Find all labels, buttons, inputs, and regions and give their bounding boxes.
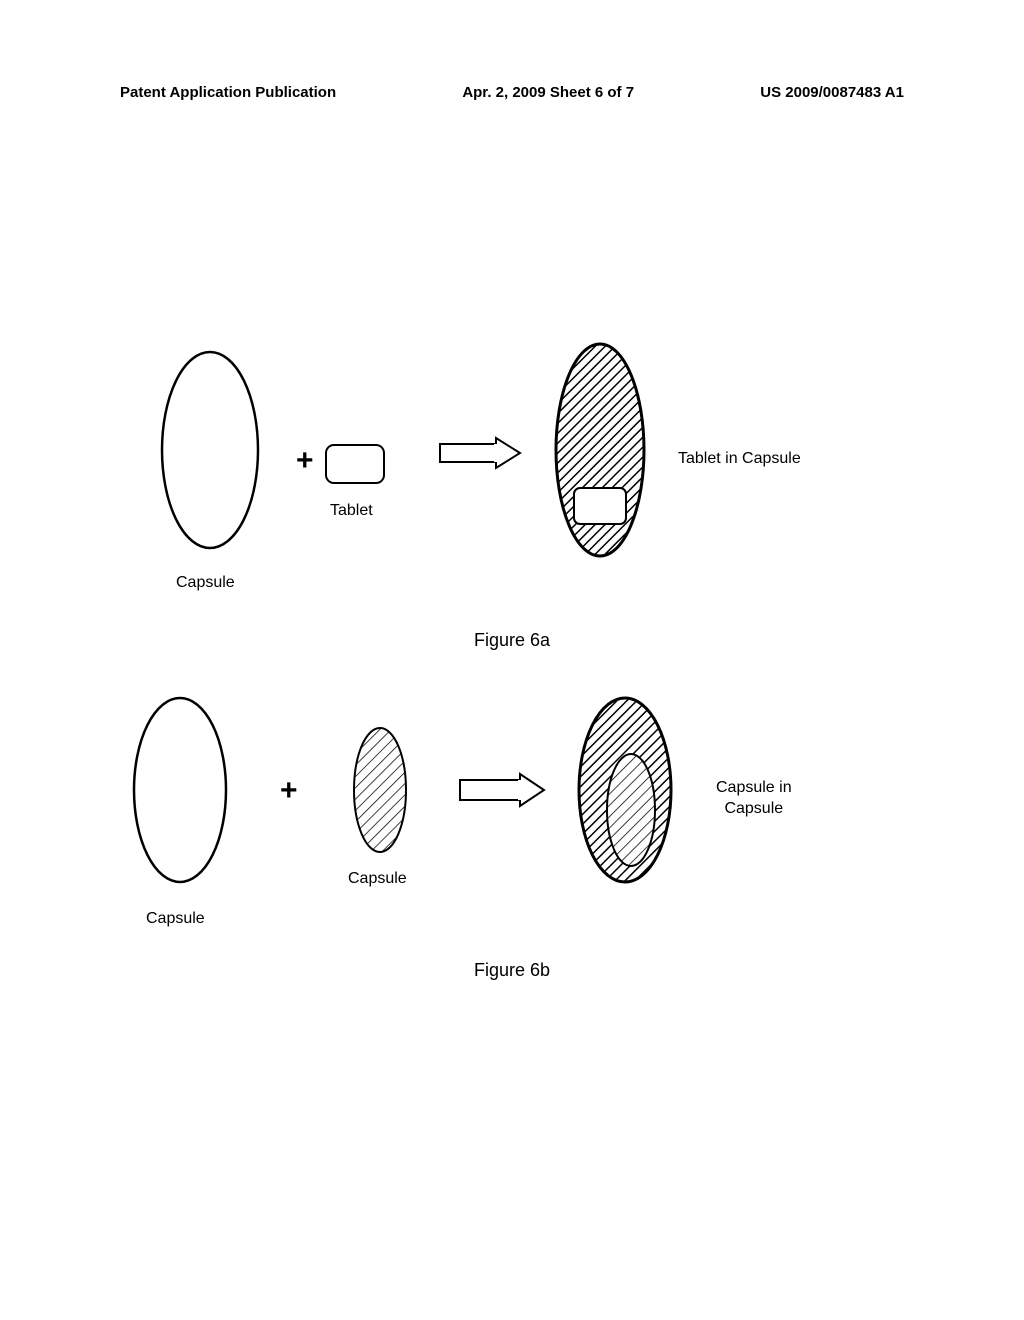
fig-b-capsule-label: Capsule xyxy=(146,910,205,928)
fig-b-inner-label: Capsule xyxy=(348,870,407,888)
fig-a-arrow-icon xyxy=(440,438,520,468)
fig-a-tablet xyxy=(326,445,384,483)
fig-a-tablet-label: Tablet xyxy=(330,502,373,520)
fig-a-outer-capsule xyxy=(162,352,258,548)
diagram-canvas: + + xyxy=(0,0,1024,1320)
fig-b-outer-capsule xyxy=(134,698,226,882)
fig-a-result-tablet xyxy=(574,488,626,524)
fig-b-plus-icon: + xyxy=(280,774,298,807)
fig-b-result-line2: Capsule xyxy=(716,799,792,820)
fig-b-arrow-icon xyxy=(460,774,544,806)
fig-a-capsule-label: Capsule xyxy=(176,574,235,592)
fig-b-result-inner xyxy=(607,754,655,866)
fig-a-result-label: Tablet in Capsule xyxy=(678,450,801,468)
fig-a-plus-icon: + xyxy=(296,444,314,477)
fig-b-inner-capsule xyxy=(354,728,406,852)
fig-a-caption: Figure 6a xyxy=(0,630,1024,651)
fig-b-result-label: Capsule in Capsule xyxy=(716,778,792,820)
fig-b-caption: Figure 6b xyxy=(0,960,1024,981)
fig-b-result-line1: Capsule in xyxy=(716,778,792,799)
